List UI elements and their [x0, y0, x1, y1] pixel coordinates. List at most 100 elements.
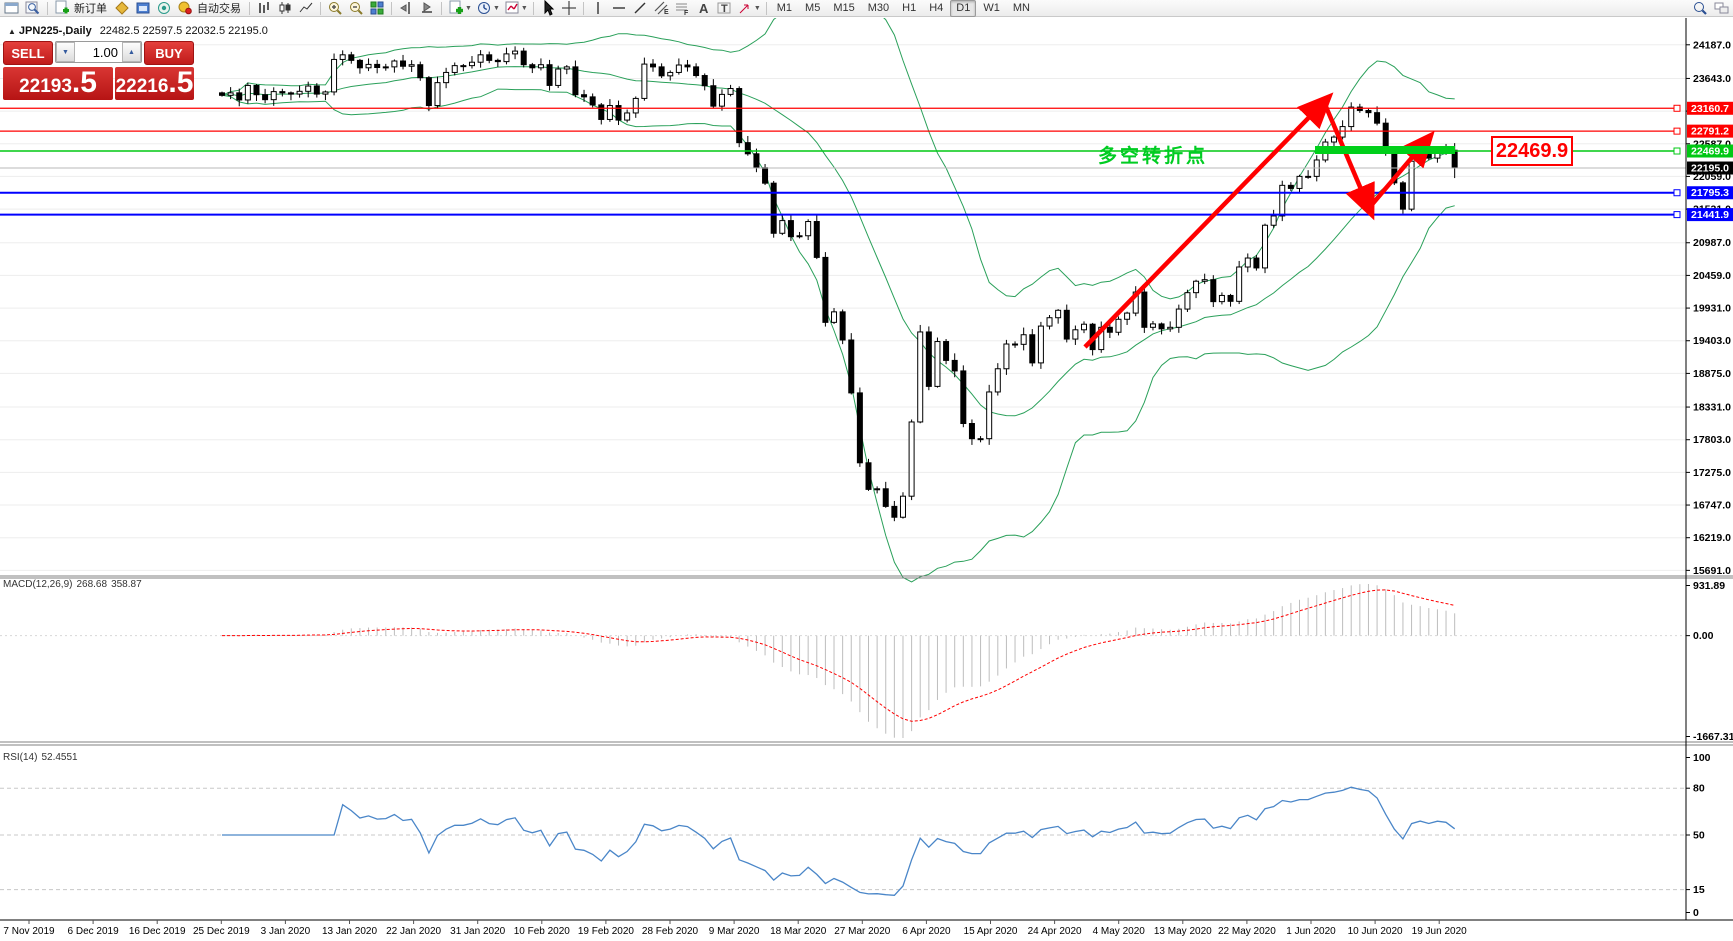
bar-chart-icon[interactable]	[254, 1, 274, 16]
buy-price-tile[interactable]: 22216 .5	[115, 67, 194, 100]
rsi-indicator-label: RSI(14) 52.4551	[3, 752, 82, 763]
chart-window-icon[interactable]	[2, 1, 22, 16]
timeframe-m15-button[interactable]: M15	[833, 1, 855, 14]
sell-button[interactable]: SELL	[3, 41, 53, 65]
zoom-in-icon[interactable]	[325, 1, 345, 16]
timeframe-d1-button[interactable]: D1	[950, 0, 977, 17]
candle-body	[529, 64, 536, 69]
horizontal-level-lines[interactable]	[0, 104, 1681, 219]
svg-text:21441.9: 21441.9	[1691, 209, 1729, 221]
candle-body	[227, 92, 234, 96]
svg-text:19931.0: 19931.0	[1693, 303, 1731, 315]
candle-body	[382, 66, 389, 69]
fibonacci-icon[interactable]: F	[672, 1, 692, 16]
level-line-handle	[1673, 127, 1681, 135]
candle-body	[658, 66, 665, 77]
svg-text:23160.7: 23160.7	[1691, 103, 1729, 115]
dropdown-arrow-icon[interactable]: ▼	[492, 4, 500, 12]
candle-body	[848, 339, 855, 394]
crosshair-icon[interactable]	[559, 1, 579, 16]
volume-decrease-button[interactable]: ▼	[56, 42, 75, 62]
candle-body	[305, 85, 312, 92]
candle-body	[236, 92, 243, 101]
channel-icon[interactable]: E	[651, 1, 671, 16]
dropdown-arrow-icon[interactable]: ▼	[520, 4, 528, 12]
chart-profile-icon[interactable]	[112, 1, 132, 16]
timeframe-m5-button[interactable]: M5	[805, 1, 821, 14]
svg-text:17803.0: 17803.0	[1693, 434, 1731, 446]
toolbar-separator	[47, 1, 48, 15]
svg-text:31 Jan 2020: 31 Jan 2020	[450, 926, 505, 937]
dropdown-arrow-icon[interactable]: ▼	[753, 4, 761, 12]
timeframe-m1-button[interactable]: M1	[776, 1, 793, 14]
svg-text:16219.0: 16219.0	[1693, 532, 1731, 544]
candle-body	[1244, 257, 1251, 268]
buy-price-int: 22216	[115, 76, 169, 97]
tile-windows-icon[interactable]	[367, 1, 387, 16]
terminal-icon[interactable]	[133, 1, 153, 16]
candle-body	[408, 64, 415, 67]
label-icon[interactable]: T	[714, 1, 734, 16]
vertical-line-icon[interactable]	[588, 1, 608, 16]
svg-text:F: F	[684, 10, 689, 16]
candle-body	[1115, 318, 1122, 333]
candle-body	[882, 488, 889, 507]
strategy-tester-icon[interactable]	[154, 1, 174, 16]
horizontal-line-icon[interactable]	[609, 1, 629, 16]
candle-body	[1227, 294, 1234, 302]
volume-increase-button[interactable]: ▲	[122, 42, 141, 62]
svg-text:24187.0: 24187.0	[1693, 39, 1731, 51]
candle-body	[434, 82, 441, 107]
candle-body	[331, 58, 338, 93]
turning-point-annotation[interactable]: 多空转折点	[1098, 146, 1209, 167]
svg-text:50: 50	[1693, 830, 1705, 842]
chart-shift-icon[interactable]	[396, 1, 416, 16]
svg-text:22 May 2020: 22 May 2020	[1218, 926, 1276, 937]
svg-text:24 Apr 2020: 24 Apr 2020	[1028, 926, 1082, 937]
price-annotation-tag[interactable]: 22469.9	[1491, 136, 1573, 166]
line-chart-icon[interactable]	[296, 1, 316, 16]
trendline-icon[interactable]	[630, 1, 650, 16]
candle-body	[1399, 182, 1406, 210]
candle-body	[443, 71, 450, 84]
dropdown-arrow-icon[interactable]: ▼	[465, 4, 472, 12]
new-order-icon[interactable]	[52, 0, 72, 16]
candle-body	[1287, 184, 1294, 189]
candle-body	[1184, 292, 1191, 310]
timeframe-h1-button[interactable]: H1	[902, 1, 917, 14]
arrows-icon[interactable]	[735, 1, 755, 16]
volume-value[interactable]: 1.00	[92, 44, 118, 60]
chat-icon[interactable]	[1711, 1, 1731, 16]
timeframe-m30-button[interactable]: M30	[867, 1, 890, 14]
text-icon[interactable]: A	[693, 1, 713, 16]
candle-body	[1106, 326, 1113, 333]
search-icon[interactable]	[1690, 1, 1710, 16]
periods-icon[interactable]	[474, 1, 494, 16]
templates-icon[interactable]	[502, 1, 522, 16]
candle-body	[219, 92, 225, 96]
highlight-bar-annotation[interactable]	[1315, 146, 1455, 154]
candle-body	[615, 105, 622, 121]
candle-body	[968, 423, 975, 440]
sell-price-tile[interactable]: 22193 .5	[3, 67, 113, 100]
candle-body	[744, 142, 751, 155]
chart-title: ▲ JPN225-,Daily 22482.5 22597.5 22032.5 22…	[8, 25, 268, 37]
market-watch-icon[interactable]	[23, 1, 43, 16]
buy-button[interactable]: BUY	[144, 41, 194, 65]
candlestick-chart-icon[interactable]	[275, 1, 295, 16]
indicators-icon[interactable]	[446, 0, 466, 16]
timeframe-mn-button[interactable]: MN	[1012, 1, 1030, 14]
candle-body	[960, 370, 967, 425]
auto-trading-icon[interactable]	[175, 1, 195, 16]
svg-text:23643.0: 23643.0	[1693, 73, 1731, 85]
candle-body	[512, 50, 519, 55]
cursor-icon[interactable]	[538, 0, 558, 16]
timeframe-h4-button[interactable]: H4	[929, 1, 944, 14]
zoom-out-icon[interactable]	[346, 1, 366, 16]
timeframe-w1-button[interactable]: W1	[983, 1, 1000, 14]
auto-scroll-icon[interactable]	[417, 1, 437, 16]
candle-body	[279, 91, 286, 94]
level-line-handle	[1673, 104, 1681, 112]
candle-body	[1055, 309, 1062, 319]
candle-body	[899, 495, 906, 518]
